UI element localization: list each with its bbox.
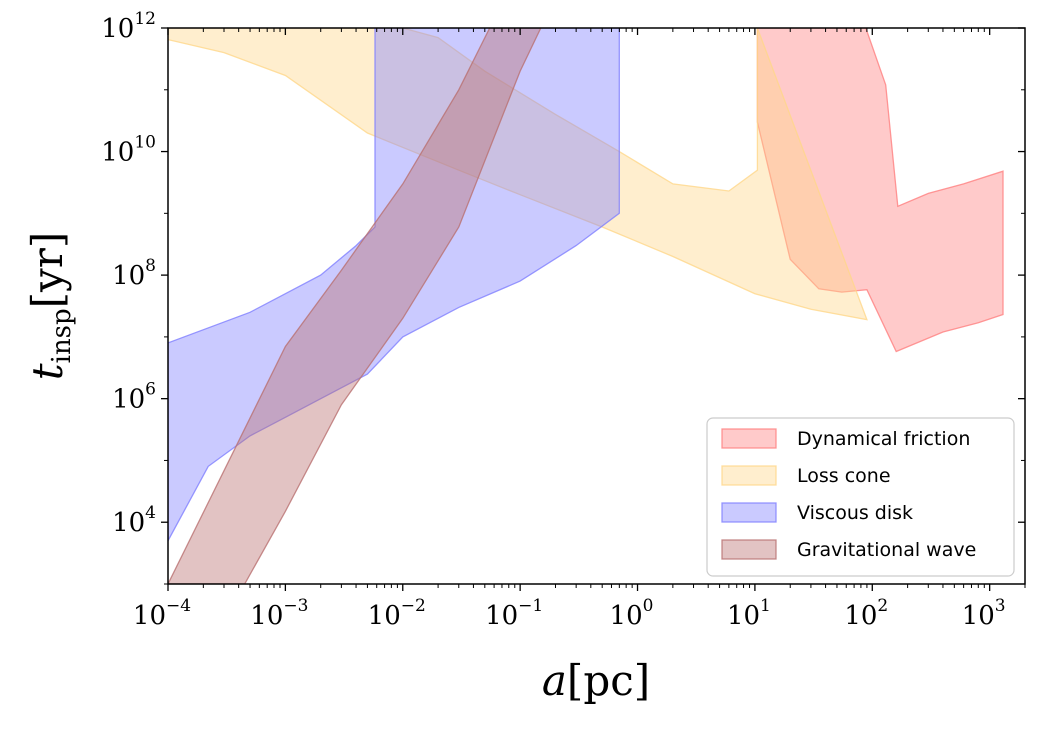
y-axis-subscript: insp: [47, 308, 77, 363]
series-areas: [168, 28, 1004, 584]
y-tick-label: 104: [112, 503, 156, 538]
legend: Dynamical friction Loss cone Viscous disk G…: [706, 417, 1015, 577]
x-axis-label: a[pc]: [542, 656, 650, 705]
legend-frame: [706, 417, 1015, 577]
y-tick-label: 1012: [101, 9, 156, 44]
x-tick-label: 10−3: [250, 596, 308, 631]
legend-swatch: [721, 428, 777, 449]
y-tick-label: 1010: [101, 133, 156, 168]
legend-label: Viscous disk: [797, 502, 913, 524]
x-tick-label: 100: [610, 596, 654, 631]
y-axis-variable: t: [23, 363, 72, 380]
legend-label: Loss cone: [797, 465, 891, 487]
x-tick-labels: 10−4 10−3 10−2 10−1 100 101 102 103: [133, 596, 1006, 631]
x-axis-variable: a: [542, 656, 567, 705]
x-axis-unit: pc: [583, 656, 633, 705]
series-area-1: [168, 28, 868, 321]
x-tick-label: 10−4: [133, 596, 191, 631]
legend-swatch: [721, 502, 777, 523]
x-tick-label: 103: [962, 596, 1006, 631]
series-area-0: [756, 28, 1004, 353]
y-tick-label: 108: [112, 256, 156, 291]
series-area-3: [168, 28, 542, 584]
y-axis-unit: yr: [23, 247, 72, 293]
x-tick-label: 102: [844, 596, 888, 631]
x-tick-label: 10−2: [368, 596, 426, 631]
x-tick-label: 10−1: [485, 596, 543, 631]
series-area-2: [168, 28, 620, 542]
legend-swatch: [721, 539, 777, 560]
legend-label: Dynamical friction: [797, 428, 970, 450]
y-tick-label: 106: [112, 380, 156, 415]
plot-frame: [167, 27, 1026, 585]
y-axis-label: tinsp[yr]: [23, 232, 77, 381]
y-tick-labels: 104 106 108 1010 1012: [101, 9, 156, 538]
legend-label: Gravitational wave: [797, 539, 976, 561]
axis-ticks: [161, 27, 1026, 591]
legend-swatch: [721, 465, 777, 486]
x-tick-label: 101: [727, 596, 771, 631]
